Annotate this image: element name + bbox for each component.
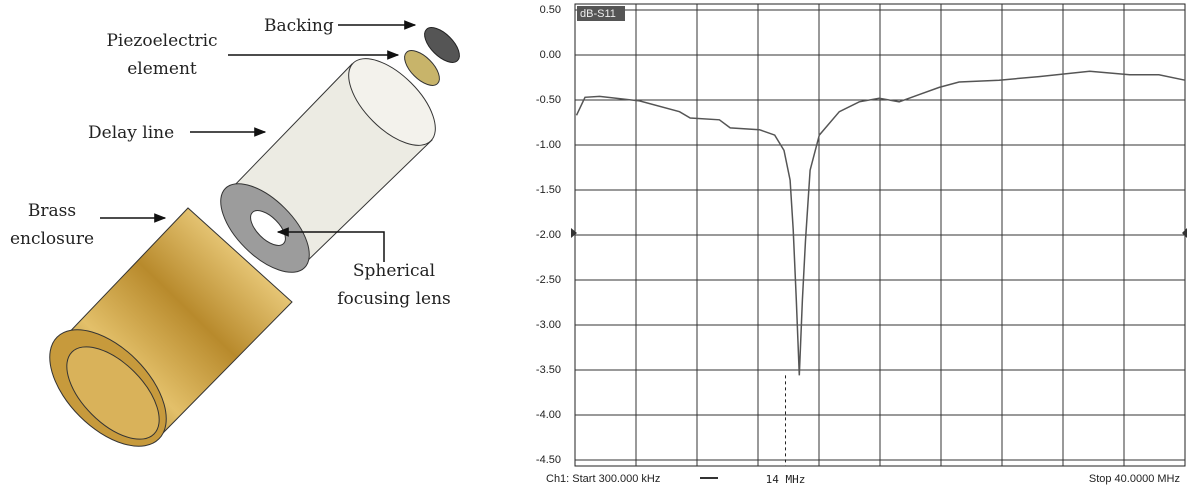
start-label: Ch1: Start 300.000 kHz xyxy=(546,473,660,485)
lens-hole xyxy=(250,210,286,246)
ref-marker xyxy=(571,228,577,238)
arrow xyxy=(276,227,385,262)
y-tick-label: -3.00 xyxy=(536,319,561,331)
y-tick-label: -2.50 xyxy=(536,274,561,286)
backing-disk xyxy=(424,27,460,63)
legend-label: dB-S11 xyxy=(580,8,616,20)
y-tick-label: -3.50 xyxy=(536,364,561,376)
label: Backing xyxy=(264,16,334,36)
transducer-diagram: Backing Piezoelectric element Delay line… xyxy=(10,16,460,447)
label: Brass xyxy=(28,201,76,221)
chart: 0.50 0.00 -0.50 -1.00 -1.50 -2.00 -2.50 -3.00 -3… xyxy=(536,3,1187,486)
label: Delay line xyxy=(88,123,174,143)
delay-line-end xyxy=(348,58,436,146)
label: Piezoelectric xyxy=(106,31,217,51)
y-tick-label: -2.00 xyxy=(536,229,561,241)
data-line xyxy=(575,70,1186,376)
piezo-disk xyxy=(404,50,440,86)
y-tick-label: 0.50 xyxy=(540,4,561,16)
stop-label: Stop 40.0000 MHz xyxy=(1089,473,1180,485)
label: Spherical xyxy=(353,261,435,281)
brass-inner xyxy=(66,346,160,440)
y-tick-label: -1.50 xyxy=(536,184,561,196)
label: element xyxy=(127,59,197,79)
y-tick-label: 0.00 xyxy=(540,49,561,61)
y-tick-label: -4.50 xyxy=(536,454,561,466)
label: enclosure xyxy=(10,229,94,249)
y-tick-label: -4.00 xyxy=(536,409,561,421)
marker-label: 14 MHz xyxy=(766,473,806,486)
ref-marker xyxy=(1182,228,1187,238)
label: focusing lens xyxy=(337,289,451,309)
y-tick-label: -0.50 xyxy=(536,94,561,106)
legend-box xyxy=(577,6,625,21)
y-tick-label: -1.00 xyxy=(536,139,561,151)
